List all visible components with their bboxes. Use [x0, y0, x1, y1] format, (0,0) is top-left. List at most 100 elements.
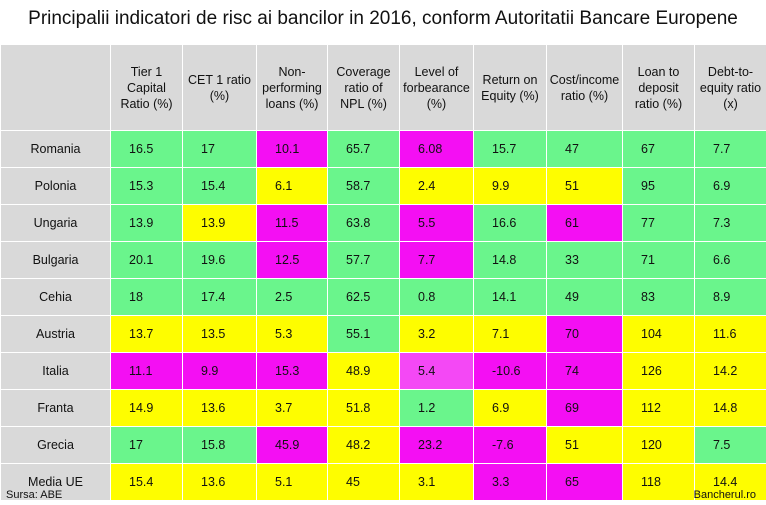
table-row: Ungaria 13.9 13.9 11.5 63.8 5.5 16.6 61 77 7.3 — [0, 204, 766, 242]
row-label: Bulgaria — [0, 241, 111, 279]
table-body: Romania 16.5 17 10.1 65.7 6.08 15.7 47 67 7.7 Polo… — [0, 130, 766, 501]
table-cell: 47 — [546, 130, 623, 168]
table-cell: 18 — [110, 278, 183, 316]
table-cell: 69 — [546, 389, 623, 427]
source-note: Sursa: ABE — [6, 489, 63, 501]
table-cell: 15.8 — [182, 426, 257, 464]
table-cell: 23.2 — [399, 426, 474, 464]
table-cell: 55.1 — [327, 315, 400, 353]
row-label: Italia — [0, 352, 111, 390]
table-cell: 14.2 — [694, 352, 766, 390]
table-cell: 83 — [622, 278, 695, 316]
table-cell: 7.7 — [694, 130, 766, 168]
table-cell: 5.5 — [399, 204, 474, 242]
table-cell: 3.7 — [256, 389, 328, 427]
table-cell: 15.3 — [110, 167, 183, 205]
column-header: Debt-to- equity ratio (x) — [694, 44, 766, 131]
table-cell: 71 — [622, 241, 695, 279]
table-cell: 13.7 — [110, 315, 183, 353]
table-cell: 3.3 — [473, 463, 547, 501]
table-cell: 51 — [546, 426, 623, 464]
table-row: Media UE 15.4 13.6 5.1 45 3.1 3.3 65 118 14.4 — [0, 463, 766, 501]
table-cell: 48.9 — [327, 352, 400, 390]
column-header: Level of forbearance (%) — [399, 44, 474, 131]
table-cell: 16.6 — [473, 204, 547, 242]
brand-label: Bancherul.ro — [693, 489, 756, 501]
risk-indicators-table: Tier 1 Capital Ratio (%) CET 1 ratio (%) N… — [0, 44, 766, 501]
row-label: Grecia — [0, 426, 111, 464]
table-cell: 62.5 — [327, 278, 400, 316]
table-cell: 17.4 — [182, 278, 257, 316]
table-cell: 16.5 — [110, 130, 183, 168]
row-label: Austria — [0, 315, 111, 353]
table-cell: 13.6 — [182, 463, 257, 501]
table-cell: 13.9 — [182, 204, 257, 242]
table-cell: 6.1 — [256, 167, 328, 205]
column-header: Non- performing loans (%) — [256, 44, 328, 131]
table-cell: 104 — [622, 315, 695, 353]
table-cell: 118 — [622, 463, 695, 501]
table-cell: 15.7 — [473, 130, 547, 168]
table-cell: 7.1 — [473, 315, 547, 353]
table-cell: 77 — [622, 204, 695, 242]
table-cell: 3.2 — [399, 315, 474, 353]
table-cell: 20.1 — [110, 241, 183, 279]
table-cell: 15.4 — [110, 463, 183, 501]
table-row: Grecia 17 15.8 45.9 48.2 23.2 -7.6 51 120 7.5 — [0, 426, 766, 464]
table-cell: 19.6 — [182, 241, 257, 279]
table-cell: 13.5 — [182, 315, 257, 353]
table-row: Austria 13.7 13.5 5.3 55.1 3.2 7.1 70 104 11.6 — [0, 315, 766, 353]
column-header: Cost/income ratio (%) — [546, 44, 623, 131]
table-cell: 45 — [327, 463, 400, 501]
table-row: Polonia 15.3 15.4 6.1 58.7 2.4 9.9 51 95 6.9 — [0, 167, 766, 205]
table-cell: 6.9 — [694, 167, 766, 205]
table-cell: 63.8 — [327, 204, 400, 242]
chart-title: Principalii indicatori de risc ai bancil… — [28, 8, 738, 29]
table-cell: 6.9 — [473, 389, 547, 427]
table-cell: 3.1 — [399, 463, 474, 501]
table-cell: 6.08 — [399, 130, 474, 168]
row-label: Polonia — [0, 167, 111, 205]
table-cell: 65 — [546, 463, 623, 501]
table-cell: 74 — [546, 352, 623, 390]
table-cell: 95 — [622, 167, 695, 205]
table-cell: 7.5 — [694, 426, 766, 464]
table-row: Italia 11.1 9.9 15.3 48.9 5.4 -10.6 74 126 14.2 — [0, 352, 766, 390]
table-cell: 65.7 — [327, 130, 400, 168]
corner-cell — [0, 44, 111, 131]
table-row: Romania 16.5 17 10.1 65.7 6.08 15.7 47 67 7.7 — [0, 130, 766, 168]
row-label: Media UE — [0, 463, 111, 501]
table-cell: 112 — [622, 389, 695, 427]
column-header: Tier 1 Capital Ratio (%) — [110, 44, 183, 131]
table-cell: 51 — [546, 167, 623, 205]
table-cell: 1.2 — [399, 389, 474, 427]
table-cell: 13.6 — [182, 389, 257, 427]
table-cell: 8.9 — [694, 278, 766, 316]
table-cell: 48.2 — [327, 426, 400, 464]
table-cell: 49 — [546, 278, 623, 316]
table-cell: 0.8 — [399, 278, 474, 316]
table-cell: 11.1 — [110, 352, 183, 390]
table-cell: 15.4 — [182, 167, 257, 205]
table-cell: 10.1 — [256, 130, 328, 168]
table-cell: 58.7 — [327, 167, 400, 205]
table-cell: 11.5 — [256, 204, 328, 242]
table-cell: 7.3 — [694, 204, 766, 242]
table-cell: 67 — [622, 130, 695, 168]
table-cell: 33 — [546, 241, 623, 279]
column-header: CET 1 ratio (%) — [182, 44, 257, 131]
table-cell: 5.3 — [256, 315, 328, 353]
row-label: Franta — [0, 389, 111, 427]
table-cell: 11.6 — [694, 315, 766, 353]
table-cell: 14.8 — [473, 241, 547, 279]
table-cell: 13.9 — [110, 204, 183, 242]
table-cell: 9.9 — [182, 352, 257, 390]
row-label: Cehia — [0, 278, 111, 316]
table-cell: -7.6 — [473, 426, 547, 464]
table-cell: 126 — [622, 352, 695, 390]
table-cell: 2.4 — [399, 167, 474, 205]
table-cell: 57.7 — [327, 241, 400, 279]
table-row: Cehia 18 17.4 2.5 62.5 0.8 14.1 49 83 8.9 — [0, 278, 766, 316]
table-cell: 7.7 — [399, 241, 474, 279]
header-row: Tier 1 Capital Ratio (%) CET 1 ratio (%) N… — [0, 44, 766, 131]
